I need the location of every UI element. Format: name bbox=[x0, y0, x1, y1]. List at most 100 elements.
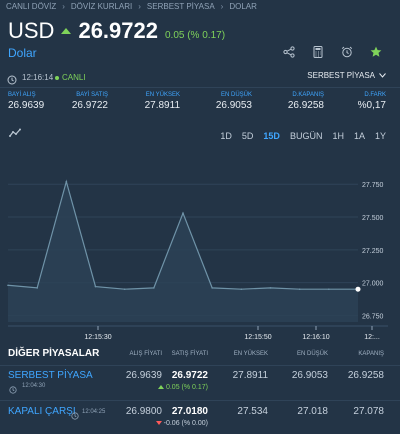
clock-icon bbox=[9, 381, 17, 399]
stat-value: 27.8911 bbox=[144, 100, 180, 111]
arrow-up-icon bbox=[61, 28, 72, 34]
market-row[interactable]: KAPALI ÇARŞI 12:04:25 26.9800 27.0180 -0… bbox=[0, 402, 400, 434]
clock-icon bbox=[71, 407, 79, 425]
stat-value: 26.9258 bbox=[287, 100, 324, 111]
range-tab[interactable]: BUGÜN bbox=[289, 131, 323, 141]
x-tick-label: 12:15:30 bbox=[84, 334, 111, 340]
market-time: 12:04:30 bbox=[22, 383, 46, 389]
stat-value: 26.9053 bbox=[215, 100, 252, 111]
live-dot-icon bbox=[55, 76, 59, 80]
stat-label: EN DÜŞÜK bbox=[220, 92, 252, 98]
data-point bbox=[240, 288, 243, 290]
alarm-icon[interactable] bbox=[339, 44, 355, 60]
stat-high: EN YÜKSEK 27.8911 bbox=[134, 92, 180, 111]
market-change: 0.05 (% 0.17) bbox=[140, 384, 208, 391]
stat-low: EN DÜŞÜK 26.9053 bbox=[206, 92, 252, 111]
market-name[interactable]: SERBEST PİYASA bbox=[8, 370, 93, 381]
last-update-time: 12:16:14 bbox=[22, 73, 54, 82]
breadcrumb-item[interactable]: CANLI DÖVİZ bbox=[6, 1, 57, 11]
x-tick-label: 12:16:10 bbox=[302, 334, 329, 340]
market-low: 27.018 bbox=[297, 406, 328, 417]
market-close: 26.9258 bbox=[347, 370, 384, 381]
other-markets-header: DİĞER PİYASALAR ALIŞ FİYATI SATIŞ FİYATI… bbox=[0, 346, 400, 364]
y-tick-label: 27.250 bbox=[362, 248, 384, 255]
market-dropdown[interactable]: SERBEST PİYASA bbox=[307, 71, 386, 80]
x-tick-label: 12:... bbox=[364, 334, 380, 340]
data-point bbox=[211, 287, 213, 289]
data-point bbox=[182, 212, 184, 214]
stat-value: %0,17 bbox=[357, 100, 386, 111]
range-tab[interactable]: 5D bbox=[241, 131, 254, 141]
data-point bbox=[65, 180, 68, 183]
breadcrumb-item[interactable]: SERBEST PİYASA bbox=[146, 1, 215, 11]
clock-icon bbox=[7, 72, 17, 90]
current-price: 26.9722 bbox=[78, 18, 158, 43]
y-tick-label: 27.500 bbox=[362, 215, 384, 222]
price-header: USD 26.9722 0.05 (% 0.17) bbox=[8, 18, 225, 44]
chart-type-icon[interactable] bbox=[8, 125, 24, 141]
other-markets-title: DİĞER PİYASALAR bbox=[8, 348, 100, 359]
column-header-low: EN DÜŞÜK bbox=[296, 351, 328, 357]
market-dropdown-value: SERBEST PİYASA bbox=[307, 71, 375, 80]
price-chart[interactable]: 27.750 27.500 27.250 27.000 26.750 12:15:30 12… bbox=[0, 150, 400, 340]
stat-label: D.FARK bbox=[364, 92, 386, 98]
column-header-high: EN YÜKSEK bbox=[233, 351, 268, 357]
data-point bbox=[269, 287, 272, 289]
stat-prev-close: D.KAPANIŞ 26.9258 bbox=[276, 92, 324, 111]
market-high: 27.534 bbox=[237, 406, 268, 417]
currency-name: Dolar bbox=[8, 46, 37, 60]
breadcrumb-item[interactable]: DOLAR bbox=[229, 1, 257, 11]
chevron-right-icon: › bbox=[62, 1, 65, 11]
live-label: CANLI bbox=[62, 73, 86, 82]
market-change: -0.06 (% 0.00) bbox=[140, 420, 208, 427]
column-header-close: KAPANIŞ bbox=[358, 351, 384, 357]
data-point bbox=[298, 288, 301, 290]
stat-label: D.KAPANIŞ bbox=[292, 92, 324, 98]
stat-label: EN YÜKSEK bbox=[145, 92, 180, 98]
range-tab[interactable]: 1D bbox=[220, 131, 232, 141]
current-price-marker bbox=[355, 286, 361, 292]
stats-row: BAYİ ALIŞ 26.9639 BAYİ SATIŞ 26.9722 EN … bbox=[0, 89, 400, 115]
arrow-up-icon bbox=[157, 385, 164, 389]
y-tick-label: 26.750 bbox=[362, 313, 384, 320]
currency-symbol: USD bbox=[8, 18, 55, 43]
market-row[interactable]: SERBEST PİYASA 12:04:30 26.9639 26.9722 … bbox=[0, 366, 400, 398]
chevron-right-icon: › bbox=[220, 1, 224, 11]
favorite-star-icon[interactable] bbox=[368, 44, 384, 60]
data-point bbox=[7, 284, 9, 287]
data-point bbox=[94, 285, 97, 288]
data-point bbox=[36, 287, 38, 289]
column-header-sell: SATIŞ FİYATI bbox=[171, 351, 208, 357]
market-buy: 26.9639 bbox=[125, 370, 162, 381]
market-sell: 26.9722 bbox=[171, 370, 208, 381]
divider bbox=[0, 400, 400, 401]
range-tabs: 1D 5D 15D BUGÜN 1H 1A 1Y bbox=[220, 131, 386, 141]
market-time: 12:04:25 bbox=[82, 409, 106, 415]
status-bar: 12:16:14 CANLI SERBEST PİYASA bbox=[0, 66, 400, 88]
y-tick-label: 27.750 bbox=[362, 182, 384, 189]
data-point bbox=[328, 288, 330, 290]
y-tick-label: 27.000 bbox=[362, 281, 384, 288]
market-change-value: 0.05 (% 0.17) bbox=[165, 384, 208, 391]
stat-dealer-sell: BAYİ SATIŞ 26.9722 bbox=[60, 92, 108, 111]
stat-value: 26.9639 bbox=[8, 100, 45, 111]
market-close: 27.078 bbox=[353, 406, 384, 417]
stat-label: BAYİ ALIŞ bbox=[8, 92, 36, 98]
market-name[interactable]: KAPALI ÇARŞI bbox=[8, 406, 76, 417]
range-tab[interactable]: 1A bbox=[353, 131, 365, 141]
share-icon[interactable] bbox=[281, 44, 297, 60]
stat-diff: D.FARK %0,17 bbox=[346, 92, 386, 111]
stat-dealer-buy: BAYİ ALIŞ 26.9639 bbox=[8, 92, 44, 111]
x-tick-label: 12:15:50 bbox=[244, 334, 271, 340]
market-low: 26.9053 bbox=[291, 370, 328, 381]
column-header-buy: ALIŞ FİYATI bbox=[129, 351, 162, 357]
range-tab[interactable]: 1Y bbox=[374, 131, 386, 141]
data-point bbox=[153, 287, 155, 289]
range-tab[interactable]: 1H bbox=[332, 131, 344, 141]
action-bar bbox=[281, 44, 384, 60]
range-tab[interactable]: 15D bbox=[263, 131, 280, 141]
calculator-icon[interactable] bbox=[310, 44, 326, 60]
stat-value: 26.9722 bbox=[71, 100, 108, 111]
chevron-right-icon: › bbox=[138, 1, 141, 11]
breadcrumb-item[interactable]: DÖVİZ KURLARI bbox=[70, 1, 133, 11]
